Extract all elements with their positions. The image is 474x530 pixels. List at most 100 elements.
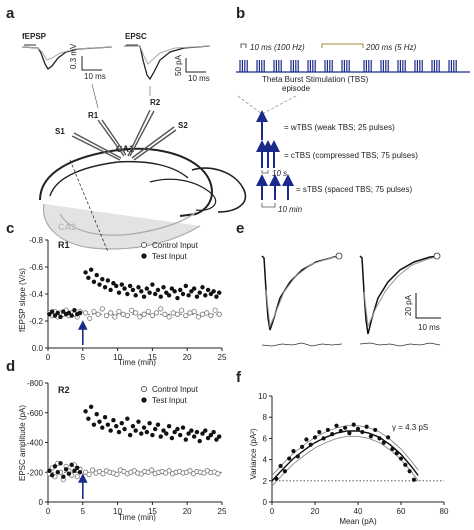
y-tick-label: 0 [263, 498, 268, 507]
data-point-test [58, 461, 63, 466]
data-point-test [105, 422, 111, 427]
data-point-test [200, 431, 205, 436]
zoom-line-left [237, 95, 263, 115]
epsc-scale-v: 50 pA [174, 54, 183, 76]
data-point-control [100, 471, 106, 477]
epsc-trace-left [261, 255, 343, 331]
data-point-test [66, 471, 72, 476]
data-point-control [141, 311, 147, 317]
data-point-test [83, 270, 88, 275]
y-tick-label: -800 [27, 379, 44, 388]
data-point-test [66, 310, 72, 316]
data-point-test [205, 435, 211, 441]
data-point [274, 476, 279, 481]
data-point-test [158, 434, 163, 439]
y-tick-label: 8 [263, 413, 268, 422]
data-point-test [105, 278, 111, 283]
data-point-control [124, 312, 130, 319]
residual-left [261, 342, 343, 347]
panel-f-xlabel: Mean (pA) [339, 517, 377, 526]
epsc-fit-right [363, 255, 441, 328]
data-point-test [200, 285, 205, 290]
data-point-test [52, 464, 58, 469]
data-point-test [166, 293, 172, 298]
x-tick-label: 10 [113, 507, 122, 516]
data-point-control [82, 310, 89, 316]
legend-c-control-marker [140, 241, 148, 249]
data-point-control [89, 467, 96, 473]
data-point [308, 442, 313, 447]
panel-d: d R2 EPSC amplitude (pA) Time (min) -800… [6, 358, 227, 522]
panel-b-label: b [236, 5, 245, 22]
data-point-test [130, 423, 136, 429]
data-point-test [191, 286, 197, 291]
data-point-test [186, 431, 191, 436]
data-point-test [175, 426, 180, 432]
data-point-test [147, 420, 152, 426]
data-point-test [130, 287, 136, 293]
data-point-test [97, 282, 102, 287]
chart-d: -800 -600 -400 -200 00 5 10 15 20 25 [27, 379, 227, 516]
panel-d-ylabel: EPSC amplitude (pA) [18, 405, 27, 481]
data-point [343, 425, 348, 430]
data-point [394, 451, 399, 456]
data-point [381, 440, 386, 445]
zoom-line-right [261, 95, 297, 115]
wtbs-label: = wTBS (weak TBS; 25 pulses) [284, 123, 395, 132]
data-point-test [69, 462, 74, 468]
data-point-test [75, 465, 80, 470]
data-point [368, 434, 373, 439]
panel-d-title: R2 [58, 385, 70, 395]
data-point-test [180, 291, 186, 297]
gap-short-label: 10 s [272, 169, 287, 178]
data-point-test [125, 416, 130, 421]
data-point-test [86, 275, 91, 280]
data-point-test [72, 468, 77, 473]
y-tick-label: -200 [27, 468, 44, 477]
data-point-control [187, 310, 193, 316]
y-tick-label: 10 [258, 392, 267, 401]
panel-e: e 20 pA 10 ms [236, 220, 441, 347]
data-point-test [139, 289, 144, 294]
data-point-test [141, 425, 147, 430]
hz5-bracket [321, 43, 364, 48]
s1-label: S1 [55, 127, 65, 136]
data-point-control [149, 467, 155, 473]
tbs-bursts [239, 60, 457, 72]
data-point [398, 456, 404, 461]
data-point [347, 431, 352, 436]
r2-label: R2 [150, 98, 161, 107]
data-point-test [72, 308, 77, 313]
epsc-trace-control [124, 45, 211, 65]
data-point-test [102, 285, 108, 290]
data-point-test [161, 428, 166, 433]
data-point-control [128, 307, 135, 313]
panel-c-ylabel: fEPSP slope (V/s) [18, 268, 27, 332]
y-tick-label: -0.8 [29, 236, 43, 245]
epsc-trace-title: EPSC [125, 32, 147, 41]
data-point-test [164, 290, 169, 295]
fit-upper-bound [271, 425, 419, 476]
legend-c-control: Control Input [152, 241, 199, 250]
data-point-control [187, 468, 193, 474]
data-point-control [153, 310, 160, 316]
hippocampus-ca1-outline [39, 147, 213, 217]
panel-c-title: R1 [58, 240, 70, 250]
data-point-test [114, 283, 119, 289]
y-tick-label: 0.0 [32, 344, 44, 353]
data-point-test [180, 425, 186, 430]
x-tick-label: 15 [148, 353, 157, 362]
data-point-test [214, 437, 219, 442]
x-tick-label: 40 [354, 507, 363, 516]
data-point-control [74, 474, 80, 480]
data-point-test [147, 290, 152, 295]
x-tick-label: 25 [218, 353, 227, 362]
panel-b: b 10 ms (100 Hz) 200 ms (5 Hz) Theta Bur… [236, 5, 470, 214]
panel-c-label: c [6, 220, 14, 237]
data-point-test [94, 272, 99, 278]
panel-f-label: f [236, 369, 242, 386]
panel-e-label: e [236, 220, 244, 237]
data-point-test [152, 426, 158, 432]
y-tick-label: -0.6 [29, 263, 43, 272]
data-point-test [91, 279, 97, 285]
